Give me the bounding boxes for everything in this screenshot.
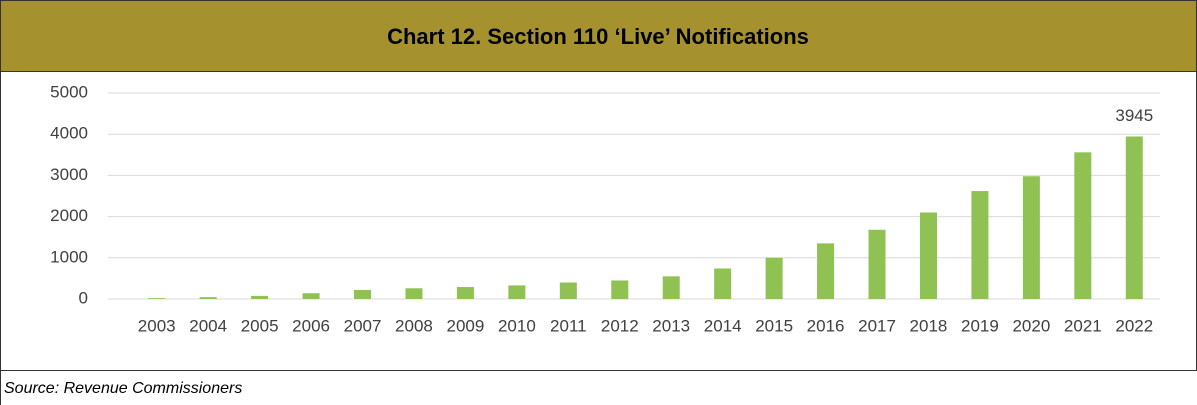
bar bbox=[817, 243, 835, 299]
bar bbox=[199, 297, 217, 299]
bar bbox=[456, 287, 474, 299]
bar bbox=[611, 280, 629, 299]
y-tick-label: 5000 bbox=[50, 82, 88, 101]
bar bbox=[559, 282, 577, 299]
bar bbox=[765, 257, 783, 299]
x-tick-label: 2020 bbox=[1012, 316, 1050, 335]
y-tick-label: 0 bbox=[79, 288, 88, 307]
bar bbox=[714, 268, 732, 299]
x-tick-label: 2011 bbox=[550, 316, 587, 335]
x-tick-label: 2021 bbox=[1064, 316, 1102, 335]
bar bbox=[148, 298, 166, 299]
x-tick-label: 2008 bbox=[395, 316, 433, 335]
x-tick-label: 2003 bbox=[138, 316, 176, 335]
source: Source: Revenue Commissioners bbox=[4, 380, 242, 397]
x-tick-label: 2017 bbox=[858, 316, 896, 335]
bar bbox=[971, 191, 989, 299]
bar bbox=[405, 288, 423, 299]
x-tick-label: 2014 bbox=[704, 316, 742, 335]
bar bbox=[662, 276, 680, 299]
x-tick-label: 2004 bbox=[189, 316, 227, 335]
x-tick-label: 2007 bbox=[344, 316, 382, 335]
x-tick-label: 2006 bbox=[292, 316, 330, 335]
y-tick-label: 3000 bbox=[50, 165, 88, 184]
bar bbox=[251, 295, 269, 299]
header-bar bbox=[0, 0, 1197, 72]
x-tick-label: 2013 bbox=[652, 316, 690, 335]
bar bbox=[868, 229, 886, 299]
x-tick-label: 2010 bbox=[498, 316, 536, 335]
data-label: 3945 bbox=[1115, 106, 1153, 125]
x-tick-label: 2005 bbox=[241, 316, 279, 335]
x-tick-label: 2016 bbox=[807, 316, 845, 335]
bar bbox=[1022, 176, 1040, 299]
x-tick-label: 2019 bbox=[961, 316, 999, 335]
x-tick-label: 2022 bbox=[1115, 316, 1153, 335]
y-tick-label: 2000 bbox=[50, 206, 88, 225]
x-tick-label: 2009 bbox=[447, 316, 485, 335]
y-tick-label: 1000 bbox=[50, 247, 88, 266]
y-tick-label: 4000 bbox=[50, 124, 88, 143]
x-tick-label: 2012 bbox=[601, 316, 639, 335]
bar bbox=[1125, 136, 1143, 299]
bar bbox=[1074, 152, 1092, 299]
chart-title: Chart 12. Section 110 ‘Live’ Notificatio… bbox=[387, 24, 809, 49]
bar bbox=[919, 212, 937, 299]
x-tick-label: 2015 bbox=[755, 316, 793, 335]
x-tick-label: 2018 bbox=[910, 316, 948, 335]
bar bbox=[508, 285, 526, 299]
bar bbox=[354, 289, 372, 299]
bar bbox=[302, 293, 320, 299]
